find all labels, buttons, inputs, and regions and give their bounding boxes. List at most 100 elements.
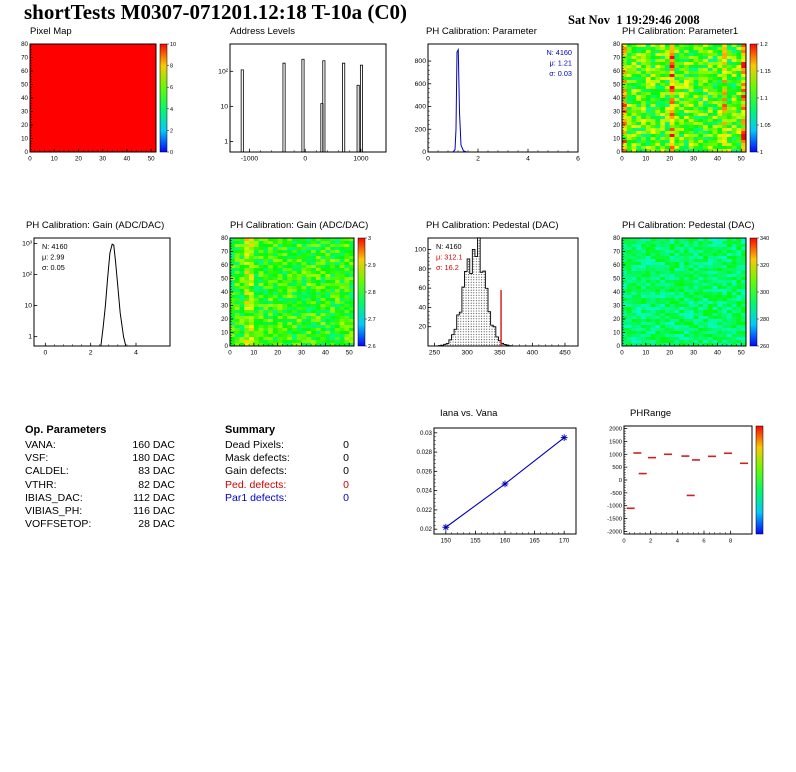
svg-text:50: 50 xyxy=(613,82,620,89)
data-marker xyxy=(442,523,450,531)
svg-text:μ: 1.21: μ: 1.21 xyxy=(550,59,572,68)
svg-text:30: 30 xyxy=(221,303,228,310)
svg-text:0: 0 xyxy=(620,350,624,357)
svg-text:40: 40 xyxy=(613,289,620,296)
axes: 0 2 4 1 10 10² 10³ xyxy=(22,240,138,356)
plot-frame xyxy=(623,425,753,535)
svg-text:N: 4160: N: 4160 xyxy=(42,242,68,251)
chart-title-pixel-map: Pixel Map xyxy=(30,26,72,37)
op-parameter-row: VSF: 180 DAC xyxy=(25,452,175,465)
svg-text:2: 2 xyxy=(476,156,480,163)
svg-text:0: 0 xyxy=(622,539,625,545)
svg-text:400: 400 xyxy=(415,104,427,111)
chart-title-address-levels: Address Levels xyxy=(230,26,295,37)
svg-text:N: 4160: N: 4160 xyxy=(546,48,572,57)
plot-frame xyxy=(427,43,579,153)
histogram-bars xyxy=(435,237,564,347)
axes: 150 155 160 165 170 0.02 0.022 0.024 0.026 0.028 0… xyxy=(417,430,570,545)
axes: 0 10 20 30 40 50 0 10 20 30 40 50 60 70 80 xyxy=(613,41,745,163)
summary-rows: Dead Pixels: 0 Mask defects: 0 Gain defects:… xyxy=(225,439,349,505)
svg-text:μ: 2.99: μ: 2.99 xyxy=(42,253,64,262)
svg-text:280: 280 xyxy=(760,317,769,323)
svg-text:40: 40 xyxy=(613,95,620,102)
svg-text:8: 8 xyxy=(170,64,173,70)
svg-text:30: 30 xyxy=(21,109,28,116)
svg-text:-1000: -1000 xyxy=(241,156,259,163)
panel-pixel-map: Pixel Map 0 10 20 30 40 50 0 10 20 30 40 50 60 70 80 0 2… xyxy=(8,26,200,166)
svg-text:0: 0 xyxy=(617,343,621,350)
svg-text:0: 0 xyxy=(426,156,430,163)
svg-text:10: 10 xyxy=(220,103,228,110)
svg-text:20: 20 xyxy=(418,324,426,331)
op-parameter-row: VANA: 160 DAC xyxy=(25,439,175,451)
svg-text:80: 80 xyxy=(21,41,28,48)
svg-text:2.6: 2.6 xyxy=(368,344,376,350)
colorbar: 0 2 4 6 8 10 xyxy=(159,42,176,156)
svg-text:300: 300 xyxy=(760,290,769,296)
panel-ph-pedestal-hist: PH Calibration: Pedestal (DAC) 250 300 350… xyxy=(400,220,592,360)
svg-text:1: 1 xyxy=(760,150,763,156)
svg-text:320: 320 xyxy=(760,263,769,269)
svg-text:4: 4 xyxy=(170,107,173,113)
svg-text:60: 60 xyxy=(21,68,28,75)
chart-title-ph-gain-map: PH Calibration: Gain (ADC/DAC) xyxy=(230,220,369,231)
svg-text:40: 40 xyxy=(221,289,228,296)
svg-text:80: 80 xyxy=(613,235,620,242)
svg-text:40: 40 xyxy=(714,156,721,163)
svg-text:20: 20 xyxy=(274,350,281,357)
summary-block: Summary Dead Pixels: 0 Mask defects: 0 Gain … xyxy=(225,424,349,505)
svg-text:-2000: -2000 xyxy=(607,529,622,535)
ph-gain-map-chart: 0 10 20 30 40 50 0 10 20 30 40 50 60 70 80 2.6 2.7 2.8 2.9… xyxy=(221,235,376,357)
svg-text:80: 80 xyxy=(418,266,426,273)
svg-text:10³: 10³ xyxy=(22,240,33,247)
svg-text:10: 10 xyxy=(21,136,28,143)
chart-title-ph-pedestal-map: PH Calibration: Pedestal (DAC) xyxy=(622,220,755,231)
svg-text:50: 50 xyxy=(613,276,620,283)
axes: 0 10 20 30 40 50 0 10 20 30 40 50 60 70 80 xyxy=(221,235,353,357)
timestamp: Sat Nov 1 19:29:46 2008 xyxy=(568,13,700,27)
svg-text:70: 70 xyxy=(613,249,620,256)
svg-text:70: 70 xyxy=(613,55,620,62)
svg-text:10: 10 xyxy=(250,350,257,357)
svg-text:20: 20 xyxy=(21,122,28,129)
summary-heading: Summary xyxy=(225,424,276,436)
op-parameter-row: VIBIAS_PH: 116 DAC xyxy=(25,505,175,518)
svg-text:80: 80 xyxy=(221,235,228,242)
svg-text:0: 0 xyxy=(303,156,307,163)
panel-ph-gain-hist: PH Calibration: Gain (ADC/DAC) 0 2 4 1 10 10²… xyxy=(8,220,200,360)
svg-text:σ: 0.03: σ: 0.03 xyxy=(549,69,572,78)
svg-text:6: 6 xyxy=(576,156,580,163)
heatmap-cells xyxy=(622,238,747,347)
data-marker xyxy=(560,434,568,442)
svg-text:10: 10 xyxy=(170,42,176,48)
svg-text:0: 0 xyxy=(617,149,621,156)
chart-title-ph-parameter1-map: PH Calibration: Parameter1 xyxy=(622,26,739,37)
svg-text:20: 20 xyxy=(666,156,673,163)
colorbar xyxy=(755,425,764,535)
svg-text:155: 155 xyxy=(470,538,481,545)
svg-text:10: 10 xyxy=(642,350,649,357)
chart-title-ph-pedestal-hist: PH Calibration: Pedestal (DAC) xyxy=(426,220,559,231)
svg-text:150: 150 xyxy=(441,538,452,545)
svg-text:60: 60 xyxy=(613,68,620,75)
svg-text:6: 6 xyxy=(702,539,705,545)
svg-text:1: 1 xyxy=(28,334,32,341)
summary-row: Par1 defects: 0 xyxy=(225,491,349,504)
svg-text:-500: -500 xyxy=(610,491,622,497)
colorbar: 260 280 300 320 340 xyxy=(749,236,769,350)
svg-text:0: 0 xyxy=(43,350,47,357)
svg-text:20: 20 xyxy=(666,350,673,357)
ph-parameter-chart: 0 2 4 6 0 200 400 600 800 N: 4160 μ: 1.21σ: 0.03 xyxy=(415,43,580,163)
svg-text:4: 4 xyxy=(676,539,680,545)
panel-ph-parameter1-map: PH Calibration: Parameter1 0 10 20 30 40 50 0 1… xyxy=(596,26,792,166)
svg-text:10: 10 xyxy=(613,330,620,337)
svg-text:σ: 0.05: σ: 0.05 xyxy=(42,263,65,272)
heatmap-cells xyxy=(230,238,355,347)
svg-text:3: 3 xyxy=(368,236,371,242)
colorbar: 1 1.05 1.1 1.15 1.2 xyxy=(749,42,771,156)
svg-text:0: 0 xyxy=(228,350,232,357)
chart-title-ph-gain-hist: PH Calibration: Gain (ADC/DAC) xyxy=(26,220,165,231)
spike-series xyxy=(240,58,363,152)
svg-text:60: 60 xyxy=(221,262,228,269)
svg-text:0: 0 xyxy=(28,156,32,163)
